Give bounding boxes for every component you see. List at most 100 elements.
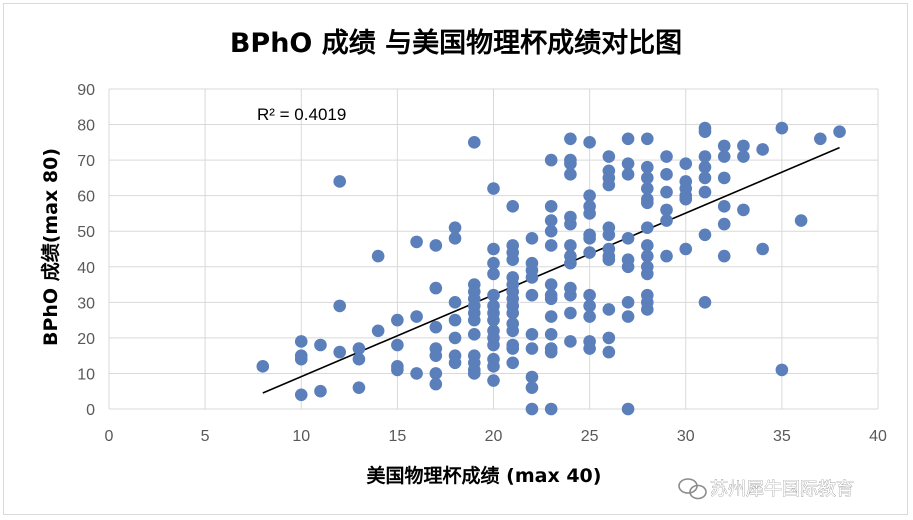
watermark-text: 苏州犀牛国际教育 bbox=[710, 479, 854, 500]
data-point bbox=[506, 253, 520, 266]
data-point bbox=[660, 214, 673, 227]
data-point bbox=[525, 370, 539, 384]
data-point bbox=[544, 310, 558, 323]
data-point bbox=[448, 296, 462, 309]
data-point bbox=[544, 292, 558, 306]
data-point bbox=[717, 200, 731, 213]
data-point bbox=[621, 402, 635, 416]
data-point bbox=[352, 342, 366, 355]
data-point bbox=[333, 299, 347, 313]
data-point bbox=[448, 356, 462, 370]
x-tick-label: 35 bbox=[773, 428, 791, 445]
data-point bbox=[621, 168, 635, 181]
data-point bbox=[737, 139, 750, 153]
data-point bbox=[583, 207, 596, 220]
data-point bbox=[621, 260, 635, 274]
data-point bbox=[564, 217, 577, 231]
data-point bbox=[391, 363, 404, 377]
x-tick-label: 15 bbox=[388, 428, 406, 445]
data-point bbox=[429, 377, 443, 391]
data-point bbox=[429, 349, 443, 362]
y-tick-label: 70 bbox=[77, 153, 95, 170]
data-point bbox=[698, 296, 712, 309]
data-point bbox=[583, 342, 596, 355]
x-tick-label: 10 bbox=[292, 428, 310, 445]
data-point bbox=[429, 367, 443, 380]
data-point bbox=[583, 310, 596, 323]
x-tick-label: 40 bbox=[869, 428, 887, 445]
data-point bbox=[660, 185, 673, 199]
data-point bbox=[679, 192, 693, 206]
data-point bbox=[564, 288, 577, 302]
data-point bbox=[467, 328, 481, 341]
wechat-icon bbox=[678, 478, 707, 500]
data-point bbox=[487, 256, 500, 270]
y-tick-label: 0 bbox=[86, 402, 95, 419]
data-point bbox=[641, 303, 654, 316]
data-point bbox=[833, 125, 846, 138]
data-point bbox=[698, 125, 712, 138]
data-point bbox=[794, 214, 808, 227]
data-point bbox=[410, 235, 423, 249]
data-point bbox=[583, 189, 596, 202]
y-tick-label: 10 bbox=[77, 366, 95, 383]
x-tick-label: 20 bbox=[485, 428, 503, 445]
data-point bbox=[641, 171, 654, 185]
r-squared-label: R² = 0.4019 bbox=[257, 105, 346, 124]
data-point bbox=[467, 136, 481, 149]
y-tick-labels: 0 10 20 30 40 50 60 70 80 90 bbox=[77, 82, 95, 419]
data-point bbox=[564, 132, 577, 146]
data-point bbox=[544, 402, 558, 416]
data-point bbox=[641, 182, 654, 195]
data-point bbox=[564, 168, 577, 181]
data-point bbox=[602, 253, 616, 266]
data-point bbox=[717, 171, 731, 185]
data-point bbox=[410, 310, 423, 323]
data-point bbox=[641, 160, 654, 174]
data-point bbox=[621, 232, 635, 245]
data-point bbox=[544, 345, 558, 359]
data-point bbox=[506, 200, 520, 213]
data-point bbox=[525, 342, 539, 355]
data-point bbox=[506, 324, 520, 338]
watermark: 苏州犀牛国际教育 bbox=[678, 478, 854, 500]
y-tick-label: 50 bbox=[77, 224, 95, 241]
y-tick-label: 80 bbox=[77, 118, 95, 135]
y-tick-label: 20 bbox=[77, 331, 95, 348]
data-point bbox=[371, 249, 385, 263]
data-point bbox=[294, 388, 308, 402]
data-point bbox=[717, 217, 731, 231]
data-point bbox=[371, 324, 385, 338]
data-point bbox=[410, 367, 423, 380]
data-point bbox=[698, 171, 712, 185]
x-tick-labels: 0 5 10 15 20 25 30 35 40 bbox=[105, 428, 887, 445]
data-point bbox=[814, 132, 827, 146]
data-point bbox=[352, 381, 366, 394]
data-point bbox=[544, 239, 558, 252]
data-point bbox=[717, 139, 731, 153]
data-point bbox=[660, 150, 673, 163]
data-point bbox=[641, 249, 654, 263]
data-point bbox=[602, 150, 616, 163]
data-point bbox=[621, 296, 635, 309]
data-points bbox=[256, 121, 846, 416]
data-point bbox=[525, 232, 539, 245]
data-point bbox=[660, 249, 673, 263]
data-point bbox=[602, 303, 616, 316]
y-tick-label: 30 bbox=[77, 295, 95, 312]
y-tick-label: 90 bbox=[77, 82, 95, 99]
data-point bbox=[333, 175, 347, 188]
data-point bbox=[641, 132, 654, 146]
y-axis-title: BPhO 成绩(max 80) bbox=[39, 148, 62, 346]
data-point bbox=[583, 246, 596, 259]
data-point bbox=[487, 288, 500, 302]
data-point bbox=[641, 239, 654, 252]
data-point bbox=[525, 271, 539, 284]
data-point bbox=[294, 352, 308, 366]
data-point bbox=[429, 281, 443, 295]
data-point bbox=[564, 306, 577, 320]
x-tick-label: 5 bbox=[201, 428, 210, 445]
data-point bbox=[717, 150, 731, 163]
data-point bbox=[487, 267, 500, 281]
data-point bbox=[602, 178, 616, 192]
